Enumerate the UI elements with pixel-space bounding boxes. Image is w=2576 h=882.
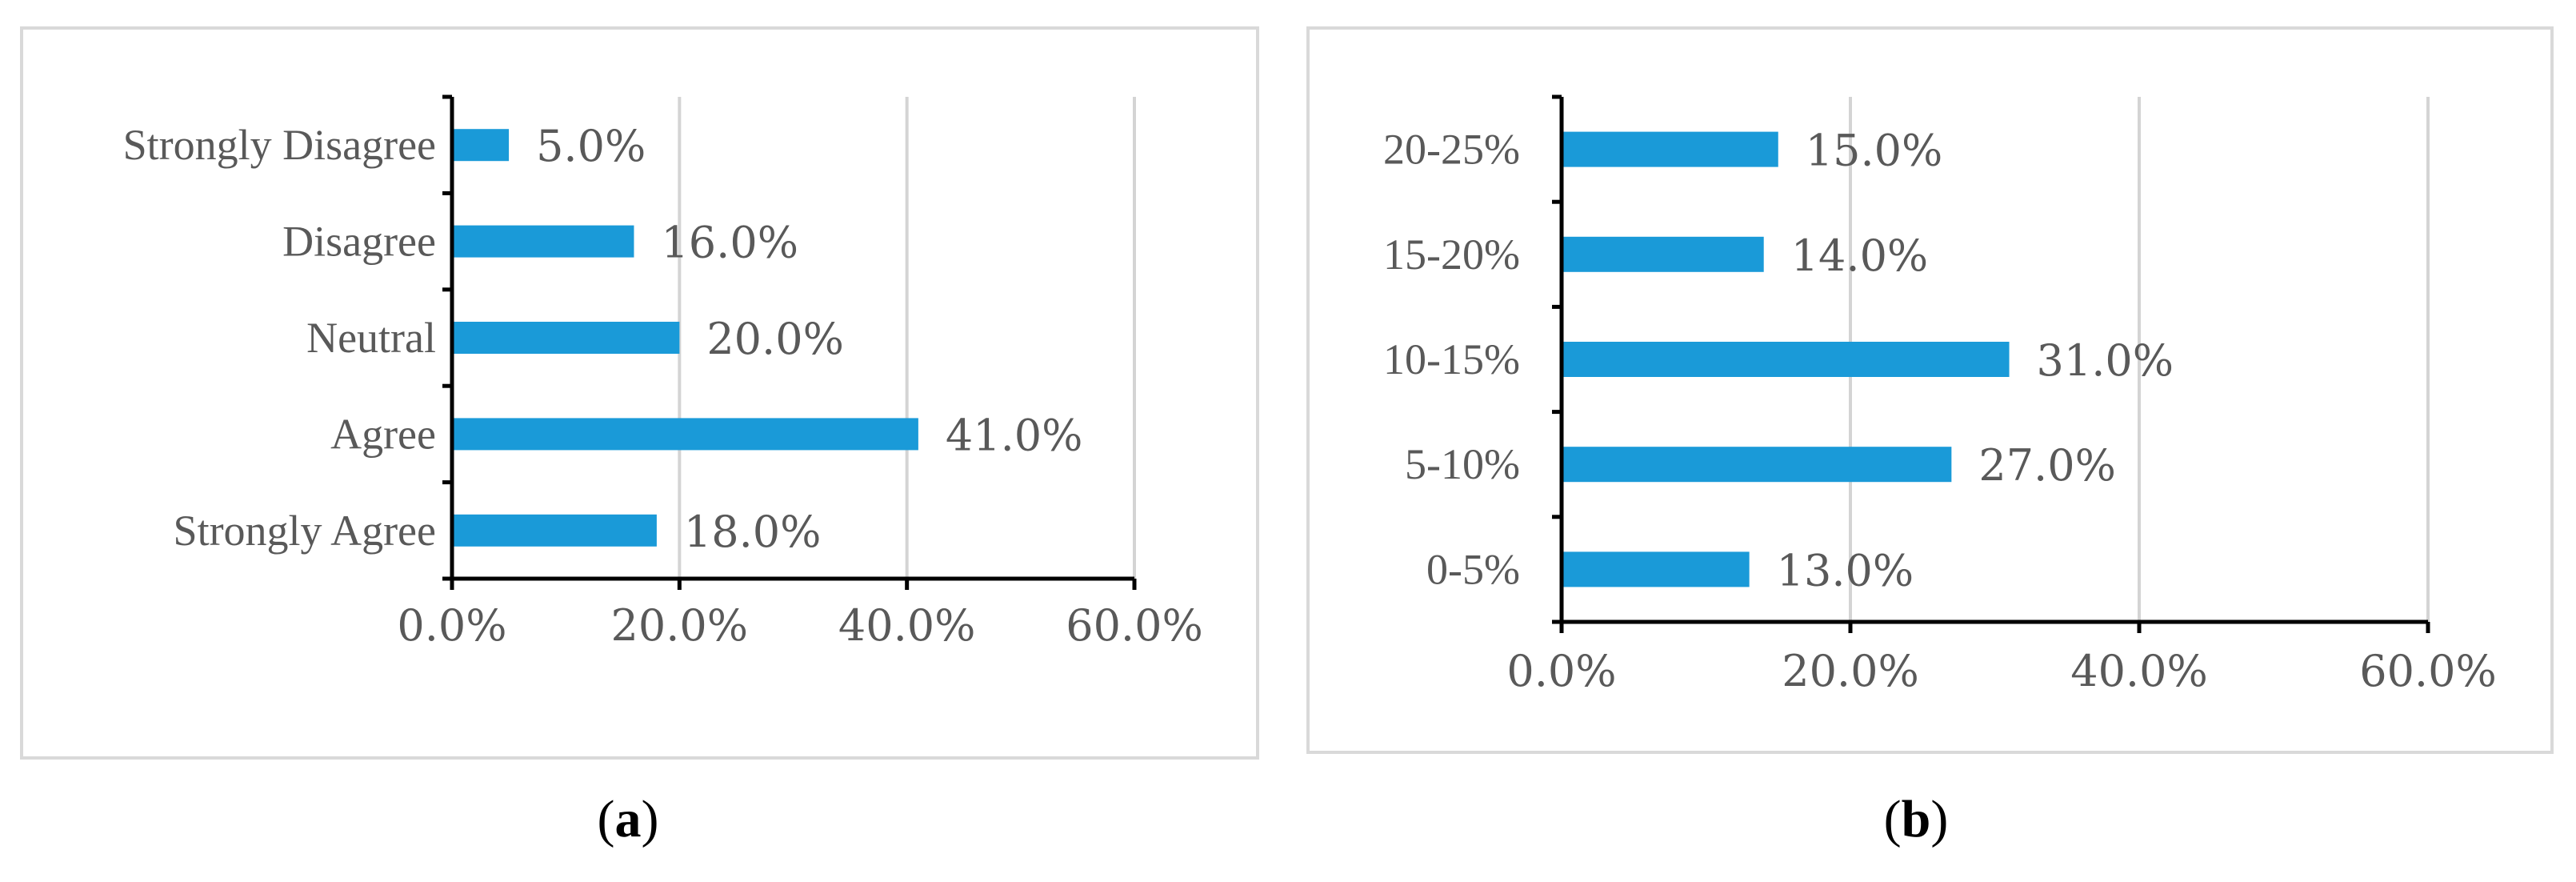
- x-tick-label: 40.0%: [838, 600, 976, 651]
- chart-panel-b: 20-25% 15.0% 15-20% 14.0% 10-15% 31.0% 5-10% 27…: [1306, 26, 2554, 848]
- x-tick-label: 60.0%: [1066, 600, 1203, 651]
- data-label: 27.0%: [1978, 440, 2116, 491]
- data-label: 18.0%: [684, 507, 822, 557]
- data-label: 15.0%: [1806, 126, 1943, 176]
- panel-caption: (b): [1884, 790, 1949, 848]
- bar-3: [1562, 342, 2010, 377]
- x-tick-label: 40.0%: [2070, 646, 2208, 696]
- category-label: Disagree: [282, 218, 436, 266]
- data-label: 20.0%: [706, 314, 844, 364]
- x-tick-label: 20.0%: [1782, 646, 1919, 696]
- bar-2: [452, 225, 634, 258]
- category-label: Agree: [330, 410, 436, 458]
- category-label: Strongly Disagree: [123, 121, 436, 169]
- category-label: 0-5%: [1426, 545, 1520, 593]
- x-tick-label: 20.0%: [611, 600, 749, 651]
- chart-frame: [1306, 26, 2554, 754]
- bar-3: [452, 322, 680, 354]
- bar-2: [1562, 236, 1764, 272]
- chart-frame: [20, 26, 1259, 760]
- category-label: Strongly Agree: [174, 507, 436, 555]
- category-label: 20-25%: [1383, 126, 1520, 174]
- data-label: 13.0%: [1777, 545, 1914, 595]
- bar-4: [452, 418, 918, 451]
- data-label: 5.0%: [536, 121, 646, 171]
- bar-1: [1562, 131, 1778, 167]
- data-label: 41.0%: [946, 410, 1083, 460]
- data-label: 16.0%: [661, 218, 798, 268]
- category-label: 5-10%: [1405, 440, 1520, 488]
- x-tick-label: 0.0%: [1506, 646, 1616, 696]
- x-tick-label: 60.0%: [2359, 646, 2497, 696]
- category-label: 15-20%: [1383, 231, 1520, 279]
- bar-1: [452, 129, 510, 162]
- category-label: 10-15%: [1383, 335, 1520, 383]
- panel-caption: (a): [598, 790, 659, 848]
- bar-5: [1562, 551, 1750, 587]
- chart-panel-a: Strongly Disagree 5.0% Disagree 16.0% Neutra…: [20, 26, 1259, 848]
- bar-5: [452, 514, 657, 547]
- data-label: 31.0%: [2037, 335, 2174, 386]
- category-label: Neutral: [306, 314, 436, 362]
- bar-4: [1562, 447, 1952, 483]
- x-tick-label: 0.0%: [397, 600, 506, 651]
- data-label: 14.0%: [1791, 231, 1929, 281]
